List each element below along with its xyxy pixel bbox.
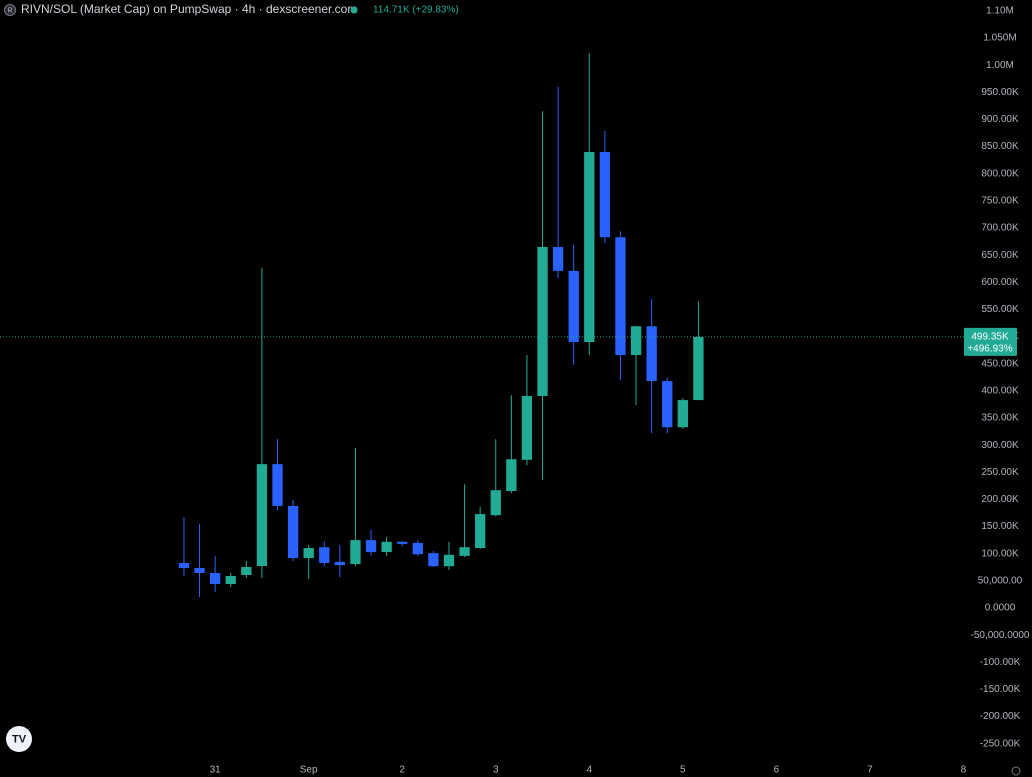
- candle-body: [350, 540, 361, 565]
- last-price-label: 499.35K: [971, 332, 1009, 343]
- y-tick-label: 900.00K: [981, 114, 1019, 125]
- x-tick-label: 7: [867, 765, 873, 776]
- candle-body: [319, 547, 330, 563]
- y-tick-label: -200.00K: [980, 711, 1021, 722]
- candle-body: [459, 547, 470, 556]
- candle-body: [630, 326, 642, 356]
- y-tick-label: 650.00K: [981, 250, 1019, 261]
- y-tick-label: -250.00K: [980, 738, 1021, 749]
- candle-body: [646, 326, 657, 382]
- y-tick-label: 250.00K: [981, 467, 1019, 478]
- y-tick-label: 150.00K: [981, 521, 1019, 532]
- candle-body: [178, 562, 190, 568]
- y-tick-label: 1.10M: [986, 5, 1014, 16]
- y-tick-label: 0.0000: [985, 603, 1016, 614]
- y-tick-label: 850.00K: [981, 141, 1019, 152]
- y-tick-label: 450.00K: [981, 358, 1019, 369]
- y-tick-label: -150.00K: [980, 684, 1021, 695]
- candle-body: [256, 464, 268, 566]
- x-tick-label: 4: [587, 765, 593, 776]
- symbol-icon: [4, 4, 16, 16]
- header-value: 114.71K (+29.83%): [373, 5, 459, 16]
- candle-body: [677, 400, 688, 428]
- x-tick-label: 6: [774, 765, 780, 776]
- x-tick-label: 2: [399, 765, 405, 776]
- candle-body: [568, 270, 579, 342]
- x-tick-label: 5: [680, 765, 686, 776]
- y-tick-label: 950.00K: [981, 87, 1019, 98]
- candle-body: [552, 247, 564, 271]
- y-tick-label: 800.00K: [981, 168, 1019, 179]
- candle-body: [537, 247, 548, 397]
- y-tick-label: 1.050M: [983, 33, 1016, 44]
- y-tick-label: 750.00K: [981, 195, 1019, 206]
- y-tick-label: 50,000.00: [978, 575, 1023, 586]
- candle-body: [381, 541, 392, 553]
- y-tick-label: 600.00K: [981, 277, 1019, 288]
- logo-text: TV: [12, 733, 27, 745]
- candle-body: [475, 514, 486, 549]
- y-tick-label: 200.00K: [981, 494, 1019, 505]
- candle-body: [599, 152, 611, 238]
- y-tick-label: 350.00K: [981, 413, 1019, 424]
- candle-body: [209, 572, 221, 585]
- candle-body: [412, 542, 423, 555]
- candle-body: [225, 576, 236, 585]
- candle-body: [303, 548, 314, 559]
- candle-body: [693, 336, 704, 401]
- chart-title: RIVN/SOL (Market Cap) on PumpSwap · 4h ·…: [21, 2, 357, 16]
- candle-body: [397, 541, 408, 544]
- candle-body: [521, 396, 533, 460]
- candle-body: [241, 567, 252, 575]
- candle-body: [287, 505, 299, 559]
- candle-body: [662, 381, 673, 428]
- candle-body: [428, 553, 439, 567]
- candle-body: [490, 490, 501, 516]
- candle-body: [506, 459, 517, 492]
- x-tick-label: 31: [210, 765, 222, 776]
- candle-body: [194, 567, 205, 573]
- settings-icon[interactable]: [1011, 766, 1021, 776]
- x-tick-label: Sep: [300, 765, 318, 776]
- symbol-icon-letter: R: [7, 7, 12, 14]
- status-dot: [350, 6, 358, 14]
- candle-body: [584, 152, 595, 342]
- y-tick-label: 1.00M: [986, 60, 1014, 71]
- candle-body: [615, 237, 626, 356]
- logo[interactable]: [6, 726, 32, 752]
- last-price-box: [964, 327, 1017, 356]
- candle-body: [443, 554, 455, 567]
- x-tick-label: 3: [493, 765, 499, 776]
- y-tick-label: 700.00K: [981, 223, 1019, 234]
- candle-body: [334, 561, 345, 566]
- y-tick-label: 550.00K: [981, 304, 1019, 315]
- last-change-label: +496.93%: [967, 344, 1012, 355]
- candle-body: [272, 464, 283, 506]
- y-tick-label: 300.00K: [981, 440, 1019, 451]
- y-tick-label: 400.00K: [981, 385, 1019, 396]
- y-tick-label: -100.00K: [980, 657, 1021, 668]
- y-tick-label: 100.00K: [981, 548, 1019, 559]
- candle-body: [365, 540, 377, 553]
- x-tick-label: 8: [961, 765, 967, 776]
- y-tick-label: -50,000.0000: [971, 630, 1030, 641]
